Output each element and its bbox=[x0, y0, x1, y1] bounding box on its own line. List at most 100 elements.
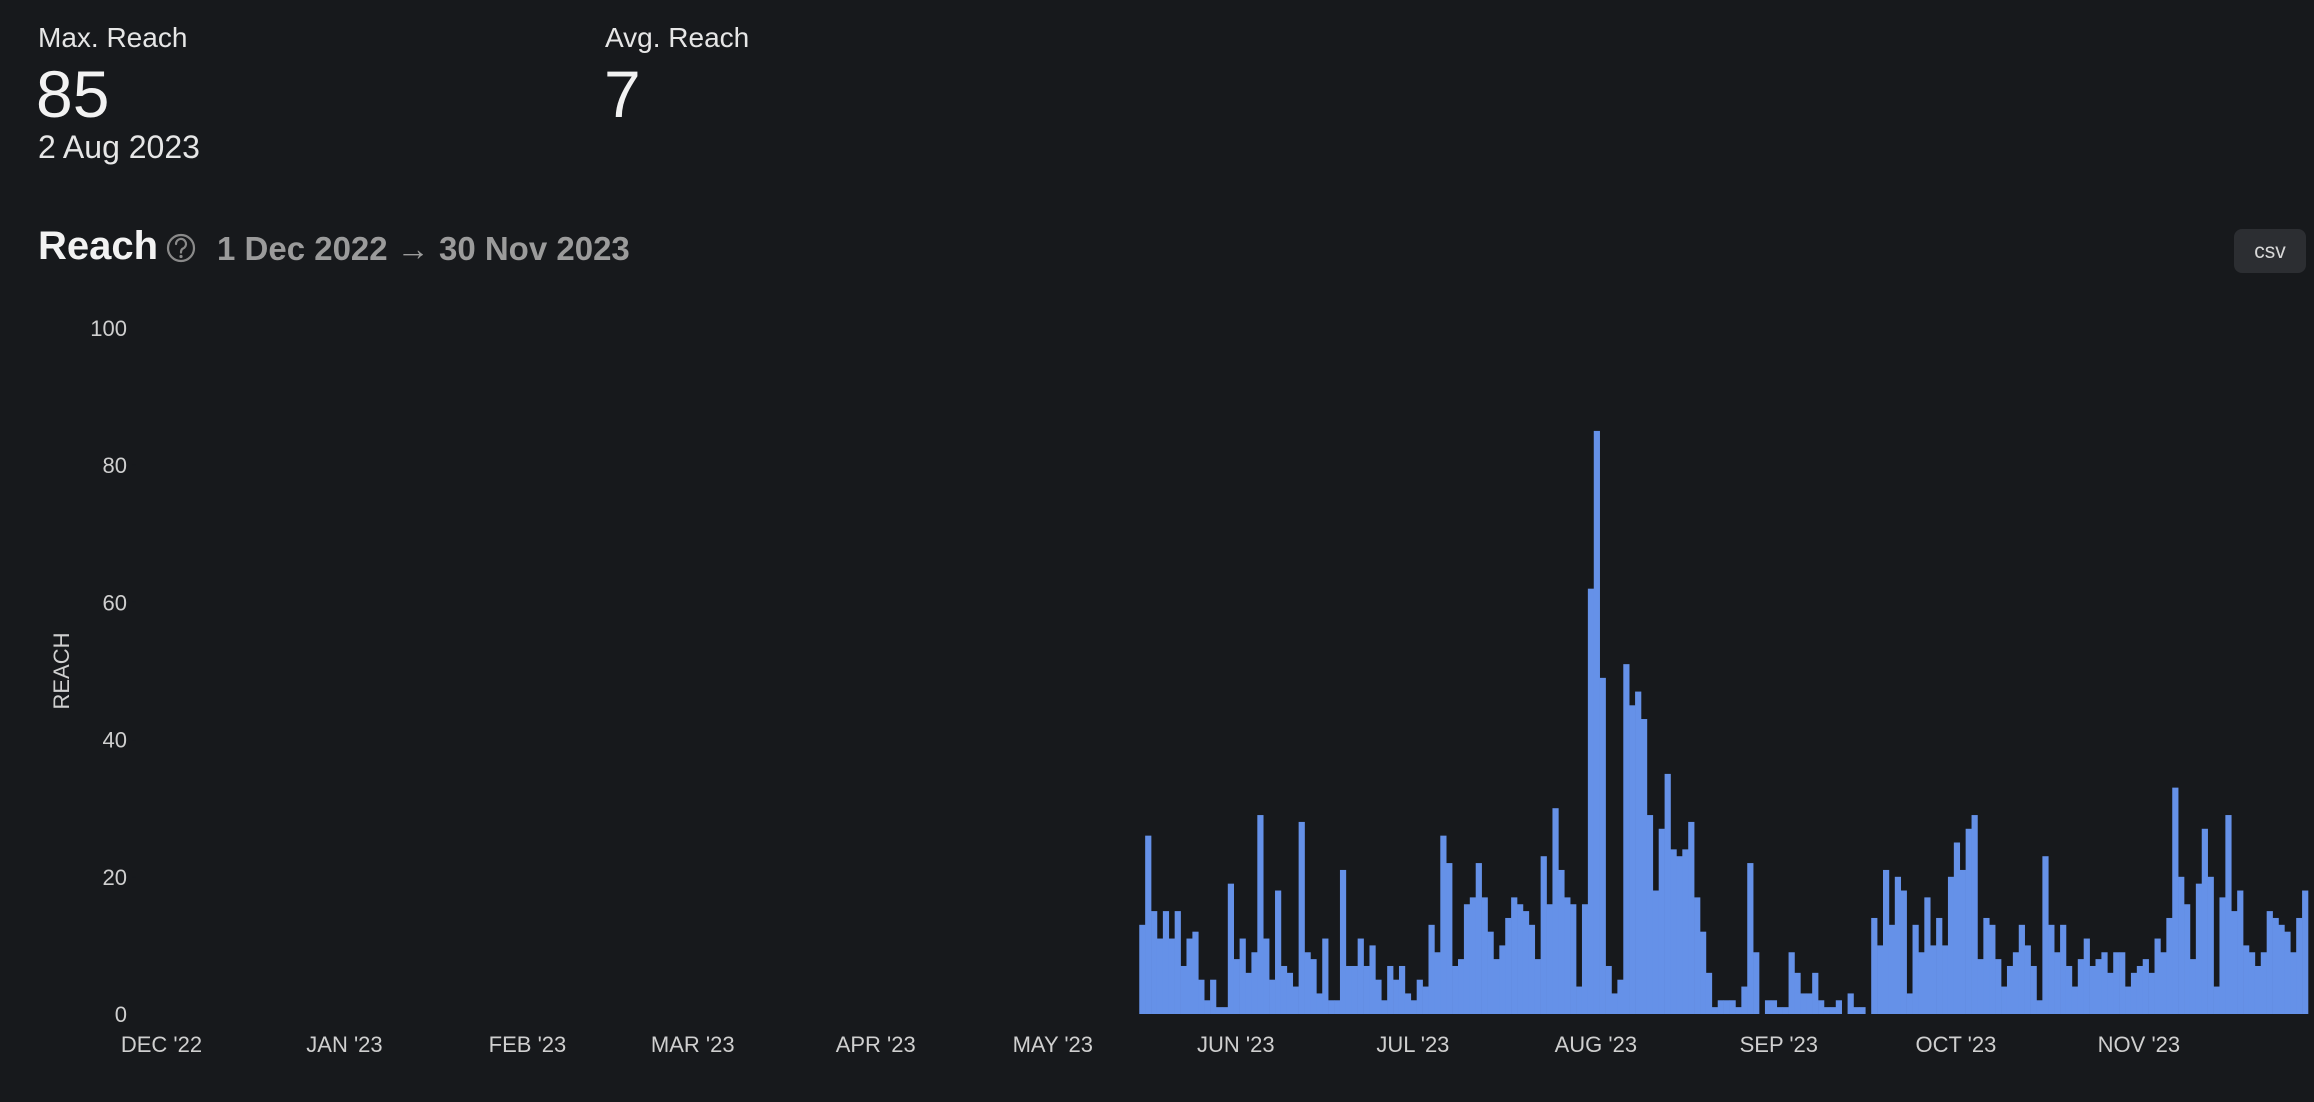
bar bbox=[1151, 911, 1158, 1014]
bar bbox=[2284, 931, 2291, 1014]
bar bbox=[1658, 828, 1665, 1014]
bar bbox=[2006, 965, 2014, 1014]
bar bbox=[1806, 993, 1813, 1014]
bar bbox=[2154, 938, 2161, 1014]
x-tick-label: MAR '23 bbox=[651, 1032, 735, 1057]
bar bbox=[1369, 945, 1376, 1014]
bar bbox=[1617, 979, 1624, 1014]
bar bbox=[1640, 719, 1648, 1014]
bar bbox=[1487, 931, 1494, 1014]
bar bbox=[2130, 972, 2138, 1014]
bar bbox=[1139, 924, 1146, 1014]
bar bbox=[2018, 924, 2025, 1014]
bar bbox=[1168, 938, 1175, 1014]
bar bbox=[1688, 821, 1695, 1014]
bar bbox=[1475, 863, 1482, 1014]
x-tick-label: FEB '23 bbox=[489, 1032, 567, 1057]
bar bbox=[2101, 952, 2108, 1014]
bar bbox=[2166, 917, 2173, 1014]
bar bbox=[1853, 1007, 1860, 1014]
bar bbox=[1398, 965, 1406, 1014]
y-tick-label: 20 bbox=[103, 865, 127, 890]
stat-value: 7 bbox=[604, 57, 641, 131]
stat-value: 85 bbox=[36, 57, 109, 131]
bar bbox=[1753, 952, 1760, 1014]
bar bbox=[1387, 965, 1394, 1014]
bar bbox=[1800, 993, 1807, 1014]
bar bbox=[1635, 691, 1642, 1014]
bar bbox=[1304, 952, 1311, 1014]
bar bbox=[1570, 904, 1577, 1014]
x-tick-label: APR '23 bbox=[836, 1032, 916, 1057]
bar bbox=[1705, 972, 1713, 1014]
y-tick-label: 60 bbox=[103, 590, 127, 615]
bar bbox=[1446, 863, 1453, 1014]
bar bbox=[1522, 911, 1530, 1014]
bar bbox=[2071, 986, 2079, 1014]
bar bbox=[1263, 938, 1270, 1014]
bar bbox=[1345, 965, 1353, 1014]
bar bbox=[2219, 897, 2226, 1014]
bar bbox=[1877, 945, 1884, 1014]
bar bbox=[2048, 924, 2055, 1014]
bar bbox=[1965, 828, 1972, 1014]
bar bbox=[2178, 876, 2185, 1014]
bar bbox=[1351, 965, 1358, 1014]
bar bbox=[2142, 959, 2149, 1014]
bar bbox=[1227, 883, 1235, 1014]
bar bbox=[1747, 863, 1754, 1014]
bar bbox=[1499, 945, 1506, 1014]
bar bbox=[2113, 952, 2120, 1014]
bar bbox=[1717, 1000, 1724, 1014]
bar bbox=[1422, 986, 1429, 1014]
bar bbox=[1517, 904, 1524, 1014]
bar bbox=[2001, 986, 2008, 1014]
bar bbox=[2148, 972, 2155, 1014]
bar bbox=[1322, 938, 1329, 1014]
bar bbox=[1729, 1000, 1736, 1014]
bar bbox=[2065, 965, 2073, 1014]
bar bbox=[1599, 677, 1606, 1014]
bar bbox=[1339, 869, 1347, 1014]
bar bbox=[1528, 924, 1536, 1014]
bar bbox=[2172, 787, 2179, 1014]
bar bbox=[1918, 952, 1925, 1014]
x-tick-label: JUL '23 bbox=[1376, 1032, 1449, 1057]
bar bbox=[1215, 1007, 1223, 1014]
bar bbox=[1292, 986, 1299, 1014]
bar bbox=[2012, 952, 2020, 1014]
bar bbox=[2036, 1000, 2043, 1014]
bar bbox=[1942, 945, 1949, 1014]
bar bbox=[1605, 965, 1612, 1014]
bar bbox=[2030, 965, 2037, 1014]
bar bbox=[2290, 952, 2297, 1014]
bar bbox=[1694, 897, 1701, 1014]
bar bbox=[1700, 931, 1707, 1014]
help-icon-circle bbox=[166, 233, 196, 263]
help-icon-glyph bbox=[174, 237, 188, 254]
bar bbox=[2201, 828, 2208, 1014]
bar bbox=[1900, 890, 1907, 1014]
help-icon[interactable] bbox=[166, 233, 196, 263]
csv-button[interactable]: csv bbox=[2234, 229, 2306, 273]
bar bbox=[1174, 911, 1181, 1014]
bar bbox=[2089, 965, 2096, 1014]
bar bbox=[1375, 979, 1382, 1014]
bar bbox=[1788, 952, 1795, 1014]
bar bbox=[1428, 924, 1435, 1014]
bar bbox=[1623, 664, 1630, 1014]
bar bbox=[1221, 1007, 1229, 1014]
x-tick-label: MAY '23 bbox=[1013, 1032, 1093, 1057]
bar bbox=[1310, 959, 1317, 1014]
bar bbox=[2254, 965, 2262, 1014]
help-icon-dot bbox=[179, 254, 183, 259]
bar bbox=[1357, 938, 1364, 1014]
bar bbox=[2266, 911, 2273, 1014]
bar bbox=[1912, 924, 1919, 1014]
x-tick-label: DEC '22 bbox=[121, 1032, 202, 1057]
bar bbox=[1883, 869, 1890, 1014]
bar bbox=[1192, 931, 1199, 1014]
bar bbox=[1664, 773, 1671, 1014]
